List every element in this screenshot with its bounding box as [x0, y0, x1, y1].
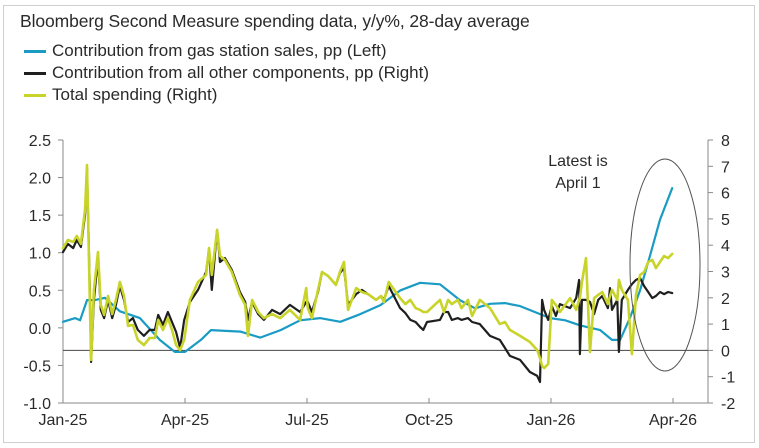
right-tick-label: -1	[721, 370, 735, 387]
annotation-line-1: Latest is	[548, 153, 608, 170]
left-tick-label: 0.0	[29, 321, 51, 338]
legend-item-other: Contribution from all other components, …	[24, 62, 429, 84]
x-tick-label: Oct-25	[405, 412, 453, 429]
legend-label-total: Total spending (Right)	[52, 85, 218, 104]
legend-swatch-total	[24, 93, 46, 97]
x-tick-label: Jan-25	[39, 412, 88, 429]
chart-title: Bloomberg Second Measure spending data, …	[20, 11, 530, 31]
axes: 2.5 2.0 1.5 1.0 0.5 0.0 -0.5 -1.0 8 7 6 5 4 3 2 1 0 -1 -2 J…	[23, 133, 735, 429]
x-tick-label: Jul-25	[285, 412, 329, 429]
series-line-other	[61, 166, 674, 384]
x-tick-label: Jan-26	[527, 412, 576, 429]
left-tick-label: 0.5	[29, 283, 51, 300]
x-tick-label: Apr-26	[649, 412, 697, 429]
right-tick-label: 4	[721, 238, 730, 255]
x-tick-label: Apr-25	[161, 412, 209, 429]
right-tick-label: 5	[721, 212, 730, 229]
legend-label-other: Contribution from all other components, …	[52, 63, 430, 82]
left-tick-label: 2.5	[29, 133, 51, 150]
left-tick-label: -1.0	[23, 396, 51, 413]
legend-swatch-gas	[24, 49, 46, 53]
right-tick-label: -2	[721, 396, 735, 413]
right-tick-label: 8	[721, 133, 730, 150]
left-tick-label: 1.0	[29, 246, 51, 263]
right-tick-label: 2	[721, 291, 730, 308]
right-tick-label: 7	[721, 159, 730, 176]
left-tick-label: 2.0	[29, 171, 51, 188]
legend-item-gas: Contribution from gas station sales, pp …	[24, 40, 429, 62]
left-tick-label: 1.5	[29, 208, 51, 225]
right-tick-label: 6	[721, 186, 730, 203]
legend-label-gas: Contribution from gas station sales, pp …	[52, 41, 387, 60]
right-tick-label: 0	[721, 343, 730, 360]
series-line-gas	[61, 187, 674, 353]
legend-item-total: Total spending (Right)	[24, 84, 429, 106]
legend-swatch-other	[24, 71, 46, 75]
series-lines	[61, 163, 674, 384]
chart-frame	[3, 5, 755, 443]
series-line-total	[61, 163, 674, 370]
right-tick-label: 1	[721, 317, 730, 334]
highlight-ellipse	[629, 158, 701, 372]
left-tick-label: -0.5	[23, 358, 51, 375]
annotation-line-2: April 1	[555, 175, 600, 192]
legend: Contribution from gas station sales, pp …	[24, 40, 429, 106]
right-tick-label: 3	[721, 265, 730, 282]
